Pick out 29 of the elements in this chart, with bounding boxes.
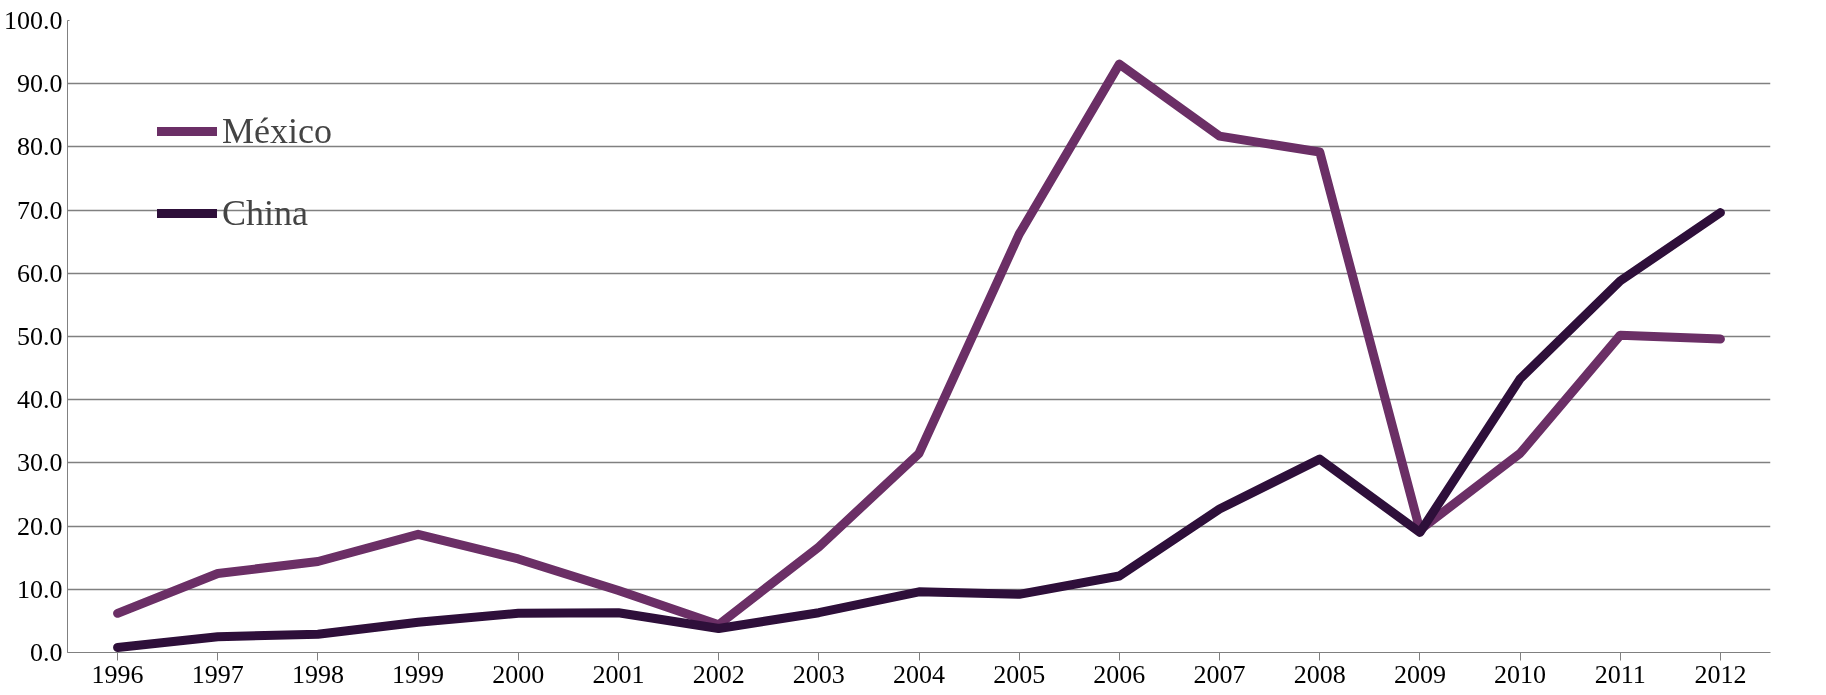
y-tick-label: 40.0	[17, 385, 63, 415]
x-tick-label: 2006	[1093, 659, 1146, 689]
y-tick-label: 90.0	[17, 69, 63, 99]
x-tick-label: 2010	[1494, 659, 1547, 689]
x-tick-label: 2005	[993, 659, 1046, 689]
y-tick-label: 10.0	[17, 574, 63, 604]
x-tick-label: 2000	[492, 659, 545, 689]
y-tick-label: 80.0	[17, 132, 63, 162]
y-tick-label: 70.0	[17, 195, 63, 225]
x-tick-label: 2001	[592, 659, 645, 689]
x-tick-label: 2003	[792, 659, 845, 689]
x-tick-label: 2007	[1193, 659, 1246, 689]
x-tick-label: 1998	[291, 659, 344, 689]
x-tick-label: 2009	[1393, 659, 1446, 689]
x-tick-label: 1996	[91, 659, 144, 689]
y-tick-label: 50.0	[17, 322, 63, 351]
y-tick-label: 100.0	[4, 6, 63, 35]
y-tick-label: 20.0	[17, 511, 63, 541]
x-tick-label: 2004	[893, 659, 945, 689]
x-tick-label: 2002	[692, 659, 745, 689]
y-tick-label: 0.0	[30, 638, 63, 667]
x-tick-label: 2012	[1694, 659, 1747, 689]
x-tick-label: 2008	[1293, 659, 1346, 689]
legend-label: México	[222, 110, 332, 152]
x-tick-label: 2011	[1594, 659, 1646, 689]
y-tick-label: 60.0	[17, 258, 63, 288]
x-tick-label: 1999	[392, 659, 445, 689]
x-tick-label: 1997	[191, 659, 244, 689]
y-tick-label: 30.0	[17, 448, 63, 478]
